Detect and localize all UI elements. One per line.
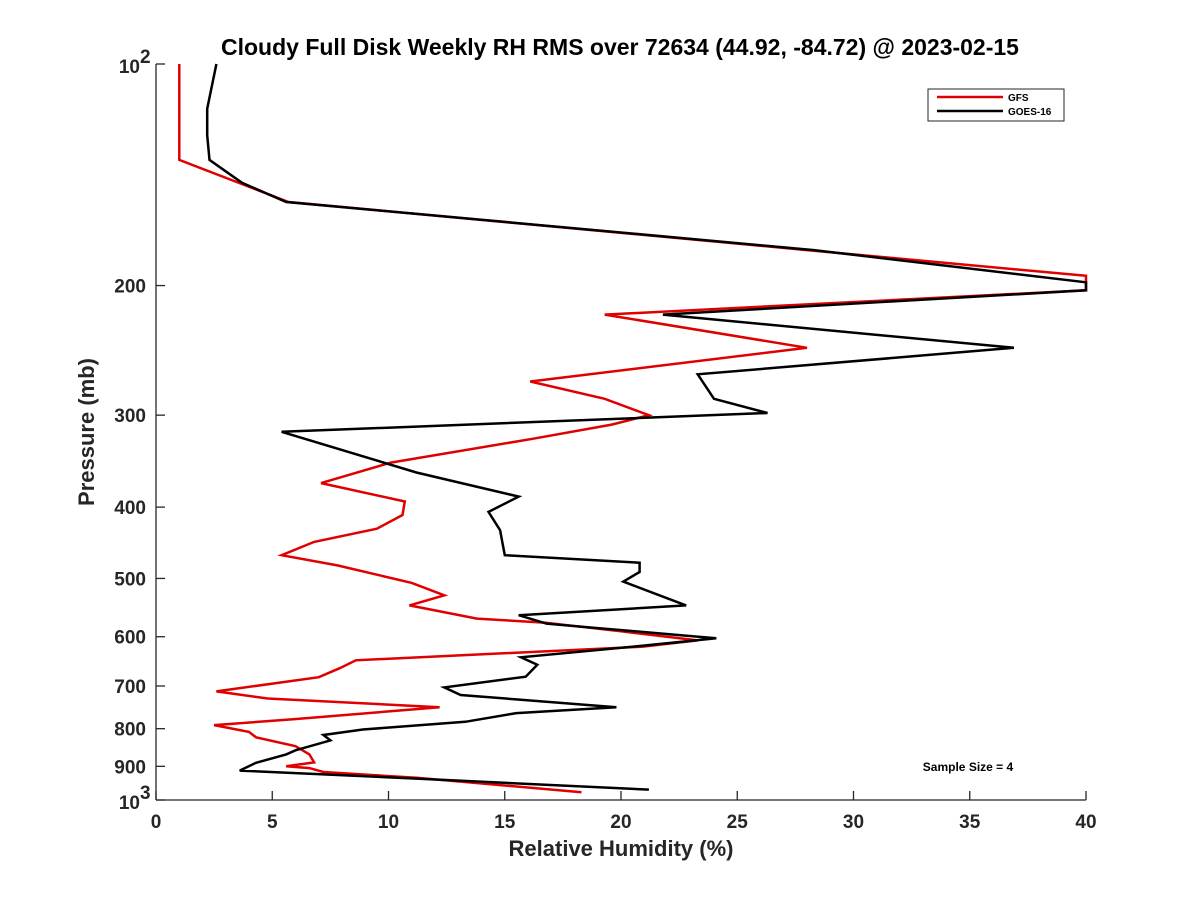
x-tick-label: 0 (151, 812, 162, 833)
legend-label-goes16: GOES-16 (1008, 107, 1052, 118)
x-tick-label: 40 (1075, 812, 1096, 833)
y-tick-label: 500 (114, 569, 146, 590)
x-tick-label: 35 (959, 812, 981, 833)
y-axis-label: Pressure (mb) (74, 358, 99, 506)
legend-box (927, 88, 1065, 122)
y-tick-label: 400 (114, 498, 146, 519)
y-tick-label: 200 (114, 277, 146, 298)
series-line-gfs (178, 64, 1088, 794)
x-tick-label: 15 (494, 812, 516, 833)
y-tick-label: 10 (119, 793, 140, 814)
x-tick-label: 20 (610, 812, 631, 833)
legend: GFS GOES-16 (927, 88, 1065, 122)
x-ticks: 0 5 10 15 20 25 30 35 40 (151, 791, 1097, 833)
x-tick-label: 10 (378, 812, 399, 833)
y-tick-label: 10 (119, 57, 140, 78)
sample-size-annotation: Sample Size = 4 (923, 760, 1014, 774)
x-tick-label: 5 (267, 812, 278, 833)
chart-title: Cloudy Full Disk Weekly RH RMS over 7263… (221, 34, 1019, 60)
y-tick-label: 900 (114, 757, 146, 778)
y-tick-label-exponent: 3 (140, 783, 151, 804)
legend-label-gfs: GFS (1008, 93, 1029, 104)
x-axis-label: Relative Humidity (%) (509, 836, 734, 861)
y-tick-label: 300 (114, 406, 146, 427)
y-tick-label: 700 (114, 677, 146, 698)
series-line-goes16 (205, 63, 1088, 791)
y-tick-label-exponent: 2 (140, 47, 151, 68)
x-tick-label: 30 (843, 812, 864, 833)
x-tick-label: 25 (727, 812, 749, 833)
plot-lines (178, 63, 1088, 794)
y-tick-label: 600 (114, 628, 146, 649)
y-tick-label: 800 (114, 720, 146, 741)
